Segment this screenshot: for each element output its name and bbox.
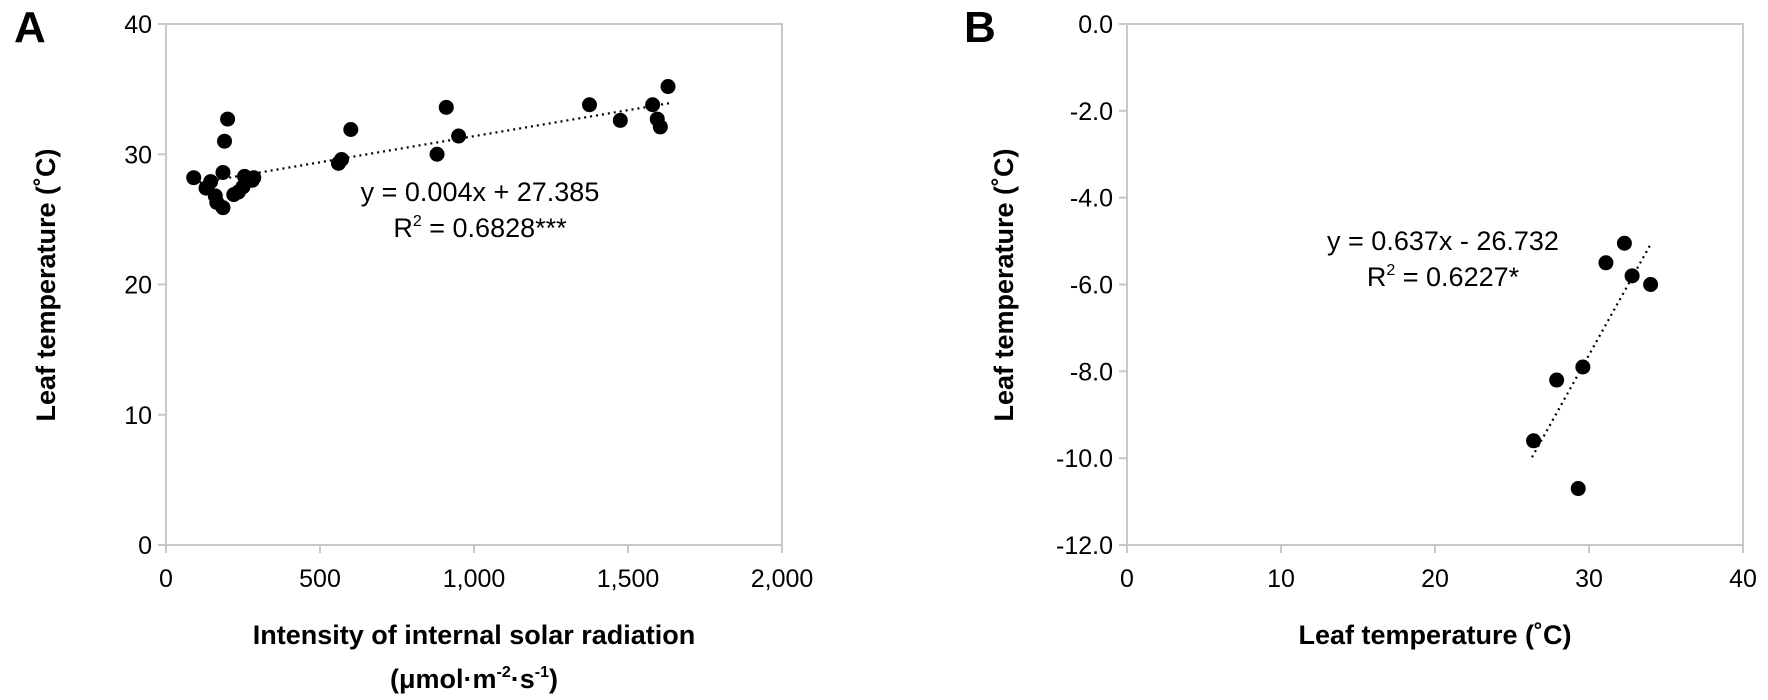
panel-a-data-point xyxy=(343,122,359,138)
panel-a-unit-prefix: (μmol·m xyxy=(390,664,497,694)
panel-a-y-tick-label: 0 xyxy=(138,532,152,560)
panel-b-x-tick-label: 0 xyxy=(1120,565,1134,593)
panel-b-y-axis-title: Leaf temperature (˚C) xyxy=(989,148,1019,421)
panel-a-x-ticks: 0 500 1,000 1,500 2,000 xyxy=(159,545,813,593)
panel-b-r-value: = 0.6227* xyxy=(1395,262,1519,292)
panel-a-data-point xyxy=(215,200,231,216)
panel-a-trendline xyxy=(193,101,672,185)
panel-a-unit-sup1: -2 xyxy=(497,664,511,681)
panel-a-x-axis-unit: (μmol·m-2·s-1) xyxy=(390,664,558,694)
panel-b-data-point xyxy=(1570,481,1586,497)
panel-a-data-point xyxy=(246,170,262,186)
panel-a-data-point xyxy=(451,128,467,144)
panel-a-data-point xyxy=(612,112,628,128)
panel-a-x-tick-label: 1,500 xyxy=(597,565,660,593)
panel-a-unit-sup2: -1 xyxy=(535,664,549,681)
panel-a-r-label: R xyxy=(393,213,413,243)
panel-a-data-point xyxy=(652,119,668,135)
panel-a-r-value: = 0.6828*** xyxy=(422,213,567,243)
panel-a-r-squared: R2 = 0.6828*** xyxy=(393,213,567,243)
panel-a-plot-frame xyxy=(165,23,783,546)
panel-b-x-tick-label: 40 xyxy=(1729,565,1757,593)
panel-b-r-label: R xyxy=(1367,262,1387,292)
panel-a-y-tick-label: 10 xyxy=(124,402,152,430)
panel-b-y-tick-label: -10.0 xyxy=(1056,445,1113,473)
panel-b-points xyxy=(1526,235,1659,497)
panel-b-data-point xyxy=(1526,433,1542,449)
panel-a-data-point xyxy=(220,111,236,127)
panel-a-y-tick-label: 20 xyxy=(124,272,152,300)
panel-a-y-axis-title: Leaf temperature (˚C) xyxy=(31,148,61,421)
panel-a-x-tick-label: 0 xyxy=(159,565,173,593)
panel-b-data-point xyxy=(1643,277,1659,292)
panel-a-r-sup: 2 xyxy=(413,213,422,230)
panel-a-data-point xyxy=(334,151,350,167)
panel-b-x-ticks: 0 10 20 30 40 xyxy=(1120,545,1757,593)
panel-b-data-point xyxy=(1598,255,1614,271)
panel-a-y-tick-label: 30 xyxy=(124,141,152,169)
panel-b-data-point xyxy=(1624,268,1640,284)
panel-b-data-point xyxy=(1549,372,1565,388)
panel-b-x-tick-label: 20 xyxy=(1421,565,1449,593)
panel-b-r-sup: 2 xyxy=(1386,262,1395,279)
panel-a-y-ticks: 0 10 20 30 40 xyxy=(124,11,166,560)
panel-a-x-axis-title: Intensity of internal solar radiation xyxy=(253,620,696,650)
panel-a-unit-mid: ·s xyxy=(511,664,535,694)
panel-a-equation: y = 0.004x + 27.385 xyxy=(361,177,600,207)
panel-b-letter: B xyxy=(964,3,996,52)
panel-b-x-tick-label: 10 xyxy=(1267,565,1295,593)
panel-a-data-point xyxy=(438,99,454,115)
panel-b-data-point xyxy=(1616,235,1632,251)
panel-a-x-tick-label: 1,000 xyxy=(443,565,506,593)
panel-b-x-axis-title: Leaf temperature (˚C) xyxy=(1298,620,1571,650)
panel-b-r-squared: R2 = 0.6227* xyxy=(1367,262,1520,292)
panel-a-data-point xyxy=(215,164,231,180)
panel-b-x-tick-label: 30 xyxy=(1575,565,1603,593)
panel-b-y-tick-label: -2.0 xyxy=(1070,98,1113,126)
panel-b-data-point xyxy=(1575,359,1591,375)
panel-a-data-point xyxy=(645,97,661,113)
panel-a-data-point xyxy=(429,146,445,162)
panel-b-y-ticks: 0.0 -2.0 -4.0 -6.0 -8.0 -10.0 -12.0 xyxy=(1056,11,1127,560)
panel-b-y-tick-label: -4.0 xyxy=(1070,185,1113,213)
panel-a: A 0 10 20 30 40 0 500 1,000 1,500 2,000 y = 0.00… xyxy=(14,3,813,694)
panel-a-x-tick-label: 500 xyxy=(299,565,341,593)
panel-a-data-point xyxy=(582,97,597,113)
panel-a-data-point xyxy=(660,79,676,95)
panel-a-data-point xyxy=(217,133,233,149)
panel-b-y-tick-label: 0.0 xyxy=(1078,11,1113,39)
panel-a-data-point xyxy=(203,174,219,190)
panel-b: B 0.0 -2.0 -4.0 -6.0 -8.0 -10.0 -12.0 0 10 20 30 4… xyxy=(964,3,1757,650)
panel-a-unit-suffix: ) xyxy=(549,664,558,694)
panel-b-y-tick-label: -6.0 xyxy=(1070,272,1113,300)
panel-a-letter: A xyxy=(14,3,46,52)
panel-b-y-tick-label: -8.0 xyxy=(1070,358,1113,386)
panel-b-trendline xyxy=(1531,243,1652,458)
panel-a-data-point xyxy=(186,170,202,186)
panel-a-x-tick-label: 2,000 xyxy=(751,565,814,593)
panel-b-equation: y = 0.637x - 26.732 xyxy=(1327,226,1559,256)
panel-a-y-tick-label: 40 xyxy=(124,11,152,39)
panel-b-y-tick-label: -12.0 xyxy=(1056,532,1113,560)
panel-a-points xyxy=(186,79,676,216)
